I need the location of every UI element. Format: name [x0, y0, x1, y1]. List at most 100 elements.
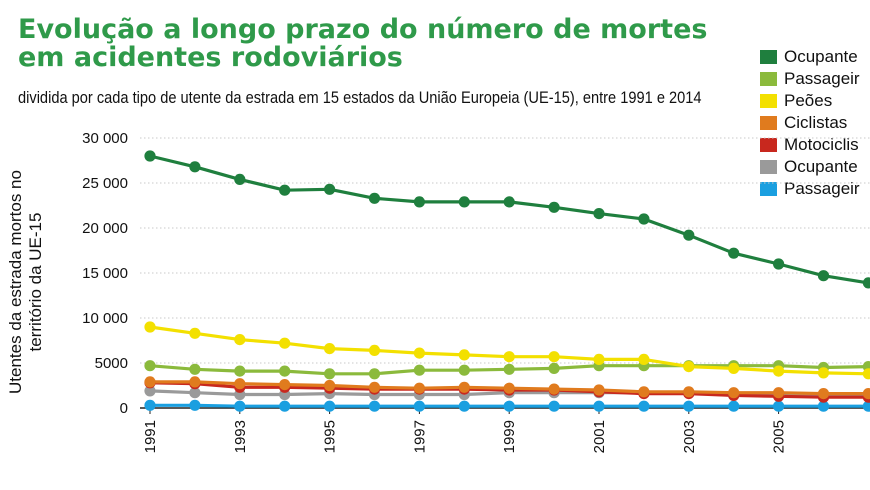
data-point: [728, 247, 740, 259]
data-point: [862, 388, 870, 400]
data-point: [413, 400, 425, 412]
y-tick-label: 0: [120, 400, 128, 417]
data-point: [458, 196, 470, 208]
data-point: [324, 368, 336, 380]
legend-item: Passageir: [760, 178, 870, 200]
data-point: [189, 327, 201, 339]
data-point: [368, 368, 381, 380]
data-point: [189, 363, 201, 375]
y-tick-label: 5000: [95, 355, 128, 372]
data-point: [144, 360, 156, 372]
x-tick-label: 1993: [232, 420, 249, 453]
data-point: [234, 173, 246, 185]
data-point: [683, 229, 695, 241]
x-tick-labels: 1991 1993 1995 1997 1999 2001 2003 2005: [142, 408, 788, 453]
legend-label: Peões: [784, 91, 833, 110]
legend-swatch: [760, 182, 777, 196]
data-point: [279, 379, 291, 391]
y-tick-label: 15 000: [82, 265, 128, 282]
data-point: [458, 349, 470, 361]
data-point: [413, 364, 425, 376]
data-point: [189, 376, 201, 388]
data-point: [683, 386, 695, 398]
x-tick-label: 1995: [322, 420, 339, 453]
y-tick-labels: 0 5000 10 000 15 000 20 000 25 000 30 000: [82, 130, 128, 417]
data-point: [189, 387, 201, 399]
data-point: [189, 399, 201, 411]
legend-item: Ciclistas: [760, 112, 870, 134]
legend-label: Passageir: [784, 69, 860, 88]
x-tick-label: 1999: [501, 420, 518, 453]
data-point: [638, 400, 650, 412]
legend-item: Ocupante: [760, 156, 870, 178]
data-point: [368, 192, 381, 204]
legend-item: Peões: [760, 90, 870, 112]
legend-swatch: [760, 138, 777, 152]
data-point: [368, 381, 381, 393]
data-point: [324, 400, 336, 412]
legend-swatch: [760, 72, 777, 86]
data-point: [413, 347, 425, 359]
data-point: [817, 367, 830, 379]
x-tick-label: 1997: [411, 420, 428, 453]
data-point: [773, 400, 785, 412]
data-point: [234, 334, 246, 346]
data-point: [862, 368, 870, 380]
data-point: [144, 376, 156, 388]
x-tick-label: 1991: [142, 420, 159, 453]
y-tick-label: 20 000: [82, 220, 128, 237]
data-point: [279, 400, 291, 412]
legend-swatch: [760, 116, 777, 130]
data-point: [817, 270, 830, 282]
data-point: [458, 364, 470, 376]
data-point: [368, 344, 381, 356]
data-point: [862, 400, 870, 412]
data-point: [413, 196, 425, 208]
data-point: [638, 353, 650, 365]
data-point: [279, 184, 291, 196]
data-point: [728, 400, 740, 412]
data-point: [548, 383, 560, 395]
data-point: [144, 399, 156, 411]
data-point: [638, 386, 650, 398]
data-point: [503, 382, 515, 394]
legend-swatch: [760, 160, 777, 174]
legend-swatch: [760, 94, 777, 108]
legend-label: Motociclis: [784, 135, 859, 154]
data-point: [862, 277, 870, 289]
data-point: [458, 400, 470, 412]
legend-label: Passageir: [784, 179, 860, 198]
series-points: [144, 150, 870, 412]
legend-swatch: [760, 50, 777, 64]
data-point: [324, 183, 336, 195]
data-point: [458, 381, 470, 393]
data-point: [324, 379, 336, 392]
data-point: [413, 382, 425, 394]
legend-item: Motociclis: [760, 134, 870, 156]
data-point: [817, 400, 830, 412]
legend-item: Ocupante: [760, 46, 870, 68]
y-tick-label: 10 000: [82, 310, 128, 327]
legend-label: Ciclistas: [784, 113, 848, 132]
data-point: [683, 361, 695, 373]
legend-label: Ocupante: [784, 157, 858, 176]
data-point: [324, 343, 336, 355]
data-point: [503, 351, 515, 363]
data-point: [773, 258, 785, 270]
series-line: [149, 154, 869, 285]
data-point: [548, 362, 560, 374]
data-point: [503, 363, 515, 375]
data-point: [144, 150, 156, 162]
legend-label: Ocupante: [784, 47, 858, 66]
data-point: [728, 387, 740, 399]
y-tick-label: 25 000: [82, 175, 128, 192]
legend-item: Passageir: [760, 68, 870, 90]
data-point: [279, 337, 291, 349]
data-point: [773, 387, 785, 399]
data-point: [638, 213, 650, 225]
legend: Ocupante Passageir Peões Ciclistas Motocicli…: [760, 46, 870, 200]
x-tick-label: 2001: [591, 420, 608, 453]
data-point: [548, 400, 560, 412]
x-tick-label: 2005: [771, 420, 788, 453]
